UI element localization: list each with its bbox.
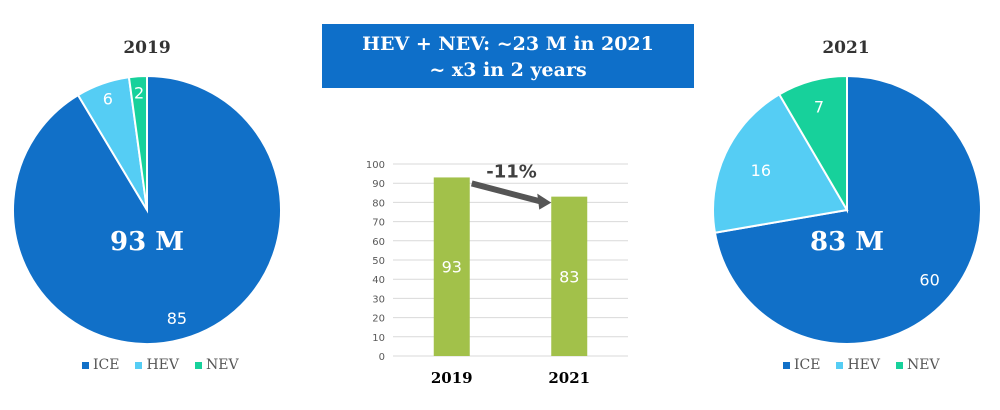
banner-line-2: ~ x3 in 2 years <box>429 59 587 81</box>
pie-center-label: 83 M <box>810 227 884 257</box>
pie-slice-nev <box>127 74 148 211</box>
pie-chart-2019: 85 6 2 93 M <box>12 74 282 345</box>
legend-item-nev: NEV <box>896 357 940 373</box>
legend-swatch-ice <box>82 361 89 369</box>
pie-slice-nev <box>777 74 848 214</box>
y-tick-label: 80 <box>372 198 385 209</box>
banner-line-1: HEV + NEV: ~23 M in 2021 <box>362 33 654 55</box>
change-arrow-shaft <box>470 180 543 205</box>
y-tick-label: 50 <box>372 256 385 267</box>
legend-swatch-ice <box>783 361 790 369</box>
legend-swatch-nev <box>896 361 904 369</box>
legend-label-ice: ICE <box>93 357 120 373</box>
pie-slice-hev <box>712 93 849 234</box>
pie-value-label-ice: 60 <box>919 271 939 290</box>
pie-value-label-ice: 85 <box>167 309 187 328</box>
pie-value-label-nev: 7 <box>814 98 824 117</box>
pie-chart-2021: 60 16 7 83 M <box>712 74 982 345</box>
pie-value-label-hev: 16 <box>751 161 771 180</box>
pie-value-label-nev: 2 <box>134 83 144 102</box>
y-tick-label: 30 <box>372 294 385 305</box>
legend-label-ice: ICE <box>794 357 821 373</box>
y-tick-label: 10 <box>372 333 385 344</box>
y-tick-label: 90 <box>372 179 385 190</box>
y-tick-label: 0 <box>379 352 385 363</box>
bar-value-label: 83 <box>559 267 579 286</box>
y-tick-label: 60 <box>372 237 385 248</box>
legend-swatch-hev <box>836 361 844 369</box>
y-tick-label: 70 <box>372 218 385 229</box>
summary-banner: HEV + NEV: ~23 M in 2021 ~ x3 in 2 years <box>322 24 694 88</box>
x-tick-label: 2019 <box>431 369 473 387</box>
y-tick-label: 40 <box>372 275 385 286</box>
pie-center-label: 93 M <box>110 227 184 257</box>
legend-item-hev: HEV <box>836 357 880 373</box>
change-annotation: -11% <box>486 161 537 182</box>
y-tick-label: 100 <box>366 160 385 171</box>
pie-2021-legend: ICE HEV NEV <box>783 357 940 373</box>
legend-item-ice: ICE <box>783 357 820 373</box>
legend-item-nev: NEV <box>195 357 239 373</box>
legend-item-hev: HEV <box>135 357 179 373</box>
bar-chart-total: 0 10 20 30 40 50 60 70 80 90 100 93 2019 83 2021 -11% <box>366 160 628 387</box>
legend-label-hev: HEV <box>847 357 881 373</box>
pie-2019-title: 2019 <box>123 38 171 58</box>
legend-swatch-hev <box>135 361 143 369</box>
pie-value-label-hev: 6 <box>103 90 113 109</box>
pie-2021-title: 2021 <box>822 38 870 58</box>
bar-2019 <box>433 177 470 356</box>
legend-swatch-nev <box>195 361 203 369</box>
legend-label-nev: NEV <box>206 357 239 373</box>
bar-2021 <box>551 196 588 356</box>
legend-label-nev: NEV <box>907 357 940 373</box>
y-tick-label: 20 <box>372 314 385 325</box>
bar-value-label: 93 <box>442 258 462 277</box>
legend-item-ice: ICE <box>82 357 119 373</box>
change-arrow-head <box>537 193 552 210</box>
legend-label-hev: HEV <box>146 357 180 373</box>
pie-2019-legend: ICE HEV NEV <box>82 357 239 373</box>
x-tick-label: 2021 <box>548 369 590 387</box>
